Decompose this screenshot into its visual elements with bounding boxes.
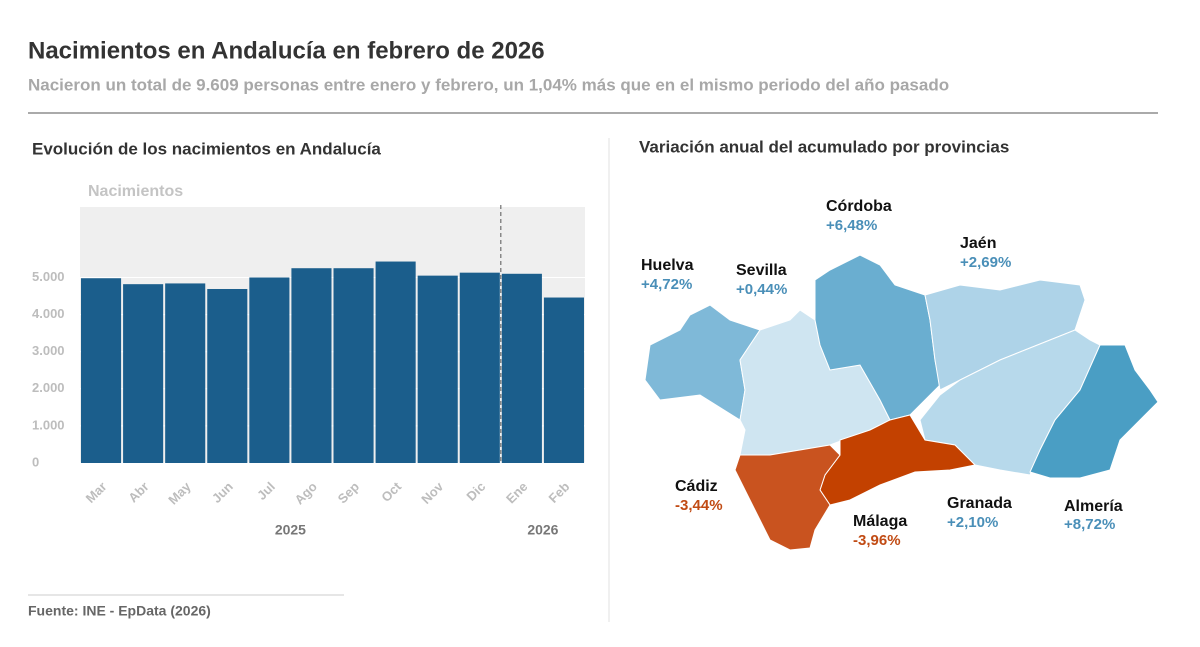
x-tick-label: Mar (83, 479, 110, 506)
map-labels: Huelva +4,72% Sevilla +0,44% Córdoba +6,… (641, 198, 1123, 549)
province-value: -3,96% (853, 532, 901, 549)
province-name: Almería (1064, 498, 1123, 515)
bar (543, 297, 584, 463)
province (734, 444, 841, 551)
subtitle: Nacieron un total de 9.609 personas entr… (28, 75, 949, 94)
province-name: Huelva (641, 257, 694, 274)
bar (333, 268, 374, 463)
province-value: +0,44% (736, 281, 787, 298)
bar (207, 288, 248, 463)
province (814, 254, 941, 421)
bar (249, 277, 290, 463)
bar (459, 272, 500, 463)
bar (417, 275, 458, 463)
y-tick-label: 0 (32, 454, 39, 469)
y-tick-label: 3.000 (32, 343, 65, 358)
x-tick-label: Ene (503, 479, 530, 506)
province-name: Cádiz (675, 478, 718, 495)
x-tick-label: Abr (125, 479, 151, 505)
x-tick-label: May (165, 478, 194, 507)
x-tick-label: Oct (378, 478, 404, 504)
province-name: Jaén (960, 235, 996, 252)
bar (81, 278, 122, 463)
bar-chart: 0 1.000 2.000 3.000 4.000 5.000 Mar Abr May Jun Ju… (32, 205, 585, 538)
group-label: 2025 (275, 522, 306, 538)
x-tick-label: Ago (292, 479, 321, 508)
province-name: Málaga (853, 513, 907, 530)
y-tick-label: 4.000 (32, 306, 65, 321)
bar (165, 283, 206, 463)
province-value: +2,69% (960, 254, 1011, 271)
province-value: +8,72% (1064, 516, 1115, 533)
province-value: -3,44% (675, 497, 723, 514)
province-value: +2,10% (947, 514, 998, 531)
y-axis-label: Nacimientos (88, 183, 183, 200)
bar (291, 268, 332, 463)
group-label: 2026 (527, 522, 558, 538)
y-tick-label: 2.000 (32, 380, 65, 395)
bar (123, 284, 164, 463)
province-value: +6,48% (826, 217, 877, 234)
x-tick-label: Dic (463, 479, 488, 504)
province-name: Sevilla (736, 262, 787, 279)
x-tick-label: Jul (254, 479, 278, 503)
source: Fuente: INE - EpData (2026) (28, 603, 211, 619)
y-tick-label: 5.000 (32, 269, 65, 284)
x-tick-label: Feb (546, 479, 573, 506)
title: Nacimientos en Andalucía en febrero de 2… (28, 37, 545, 64)
y-tick-label: 1.000 (32, 417, 65, 432)
bar (375, 261, 416, 463)
province-name: Granada (947, 495, 1012, 512)
bar-chart-title: Evolución de los nacimientos en Andalucí… (32, 139, 381, 158)
map (644, 254, 1159, 551)
province-value: +4,72% (641, 276, 692, 293)
bar (501, 273, 542, 463)
x-tick-label: Nov (418, 478, 447, 507)
province-name: Córdoba (826, 198, 892, 215)
province (1029, 344, 1159, 479)
x-tick-label: Sep (335, 479, 363, 507)
map-title: Variación anual del acumulado por provin… (639, 137, 1009, 156)
x-tick-label: Jun (209, 479, 236, 506)
